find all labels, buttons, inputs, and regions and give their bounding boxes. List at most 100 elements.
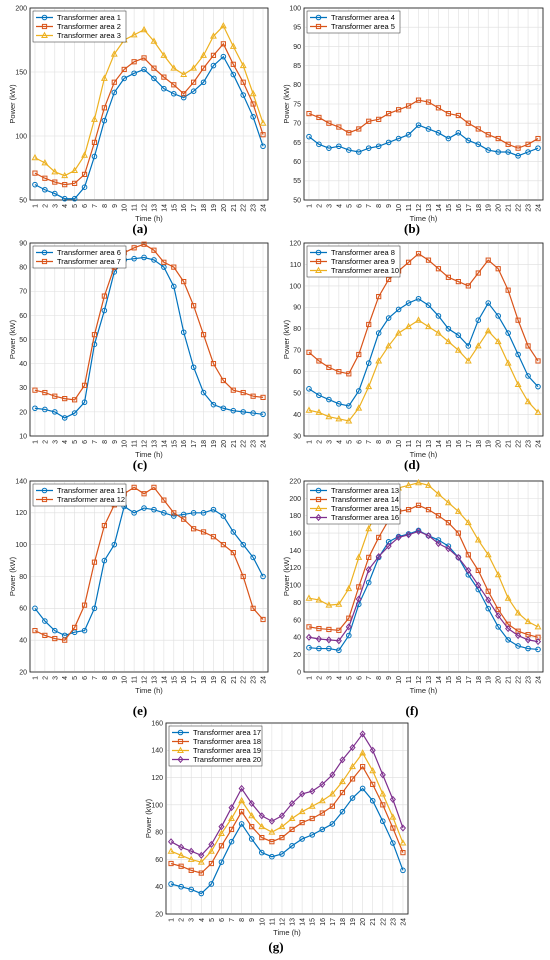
- series-1: [32, 53, 266, 202]
- data-point: [180, 94, 187, 101]
- data-point: [535, 383, 541, 390]
- data-point: [220, 405, 227, 412]
- data-point: [250, 393, 256, 399]
- data-point: [141, 55, 147, 61]
- data-point: [288, 799, 296, 808]
- x-tick-label: 12: [142, 676, 149, 684]
- data-point: [306, 349, 312, 355]
- series-line: [34, 505, 264, 637]
- y-tick-label: 80: [19, 574, 27, 581]
- x-tick-label: 3: [52, 204, 59, 208]
- x-tick-label: 3: [189, 918, 196, 922]
- x-tick-label: 22: [241, 440, 248, 448]
- x-tick-label: 12: [142, 204, 149, 212]
- data-point: [62, 182, 68, 188]
- data-point: [425, 532, 432, 540]
- y-tick-label: 40: [293, 635, 301, 642]
- data-point: [198, 870, 204, 876]
- x-tick-label: 14: [436, 440, 443, 448]
- data-point: [504, 594, 512, 601]
- x-tick-label: 13: [426, 440, 433, 448]
- series-2: [168, 764, 406, 876]
- x-tick-label: 8: [376, 676, 383, 680]
- data-point: [218, 823, 225, 831]
- data-point: [32, 181, 38, 188]
- data-point: [81, 184, 88, 190]
- data-point: [220, 53, 227, 60]
- data-point: [389, 813, 397, 820]
- data-point: [218, 859, 225, 865]
- x-tick-label: 5: [72, 676, 79, 680]
- data-point: [395, 306, 402, 313]
- data-point: [52, 393, 58, 399]
- data-point: [318, 796, 326, 804]
- data-point: [207, 847, 215, 854]
- data-point: [465, 283, 471, 289]
- data-point: [405, 259, 412, 265]
- data-point: [228, 814, 235, 821]
- data-point: [346, 615, 352, 621]
- legend-marker: [41, 31, 48, 38]
- x-tick-label: 11: [406, 440, 413, 447]
- legend-marker: [177, 738, 184, 745]
- data-point: [305, 406, 313, 413]
- x-tick-label: 6: [356, 204, 363, 208]
- data-point: [299, 819, 305, 826]
- data-point: [336, 647, 342, 654]
- data-point: [534, 408, 542, 415]
- y-tick-label: 40: [293, 412, 301, 419]
- x-tick-label: 18: [201, 440, 208, 448]
- data-point: [200, 79, 207, 86]
- data-point: [198, 851, 205, 859]
- x-tick-label: 18: [476, 676, 483, 684]
- y-axis-title: Power (kW): [8, 319, 17, 359]
- x-tick-label: 19: [486, 204, 493, 212]
- data-point: [121, 66, 127, 73]
- x-axis-title: Time (h): [135, 686, 163, 695]
- data-point: [269, 853, 275, 860]
- data-point: [405, 300, 412, 306]
- data-point: [325, 636, 332, 644]
- legend-marker: [315, 504, 322, 511]
- x-tick-label: 21: [231, 676, 238, 684]
- y-tick-label: 30: [293, 433, 301, 440]
- data-point: [170, 513, 177, 519]
- data-point: [197, 858, 205, 865]
- data-point: [365, 524, 373, 532]
- data-point: [305, 633, 313, 641]
- data-point: [514, 609, 522, 616]
- x-tick-label: 1: [306, 440, 313, 444]
- x-tick-label: 2: [42, 204, 49, 208]
- data-point: [415, 251, 422, 257]
- x-tick-label: 10: [396, 204, 403, 212]
- y-axis-title: Power (kW): [282, 556, 291, 596]
- data-point: [260, 132, 266, 138]
- x-tick-label: 1: [306, 676, 313, 680]
- data-point: [71, 410, 78, 416]
- data-point: [131, 510, 137, 516]
- x-tick-label: 7: [92, 440, 99, 444]
- y-tick-label: 200: [289, 496, 301, 503]
- data-point: [161, 259, 167, 265]
- legend-label: Transformer area 5: [331, 22, 395, 31]
- y-tick-label: 100: [289, 283, 301, 290]
- x-tick-label: 4: [199, 918, 206, 922]
- y-tick-label: 120: [15, 510, 27, 517]
- y-tick-label: 80: [293, 82, 301, 89]
- data-point: [390, 840, 396, 846]
- x-tick-label: 1: [32, 676, 39, 680]
- y-tick-label: 75: [293, 101, 301, 108]
- x-tick-label: 18: [476, 204, 483, 212]
- data-point: [505, 287, 511, 293]
- y-tick-label: 20: [19, 409, 27, 416]
- x-tick-label: 14: [436, 204, 443, 212]
- series-line: [34, 256, 264, 419]
- data-point: [91, 139, 98, 146]
- x-tick-label: 14: [436, 676, 443, 684]
- x-tick-label: 16: [456, 440, 463, 448]
- data-point: [435, 513, 442, 519]
- data-point: [386, 276, 392, 283]
- data-point: [355, 388, 362, 394]
- x-tick-label: 16: [181, 440, 188, 448]
